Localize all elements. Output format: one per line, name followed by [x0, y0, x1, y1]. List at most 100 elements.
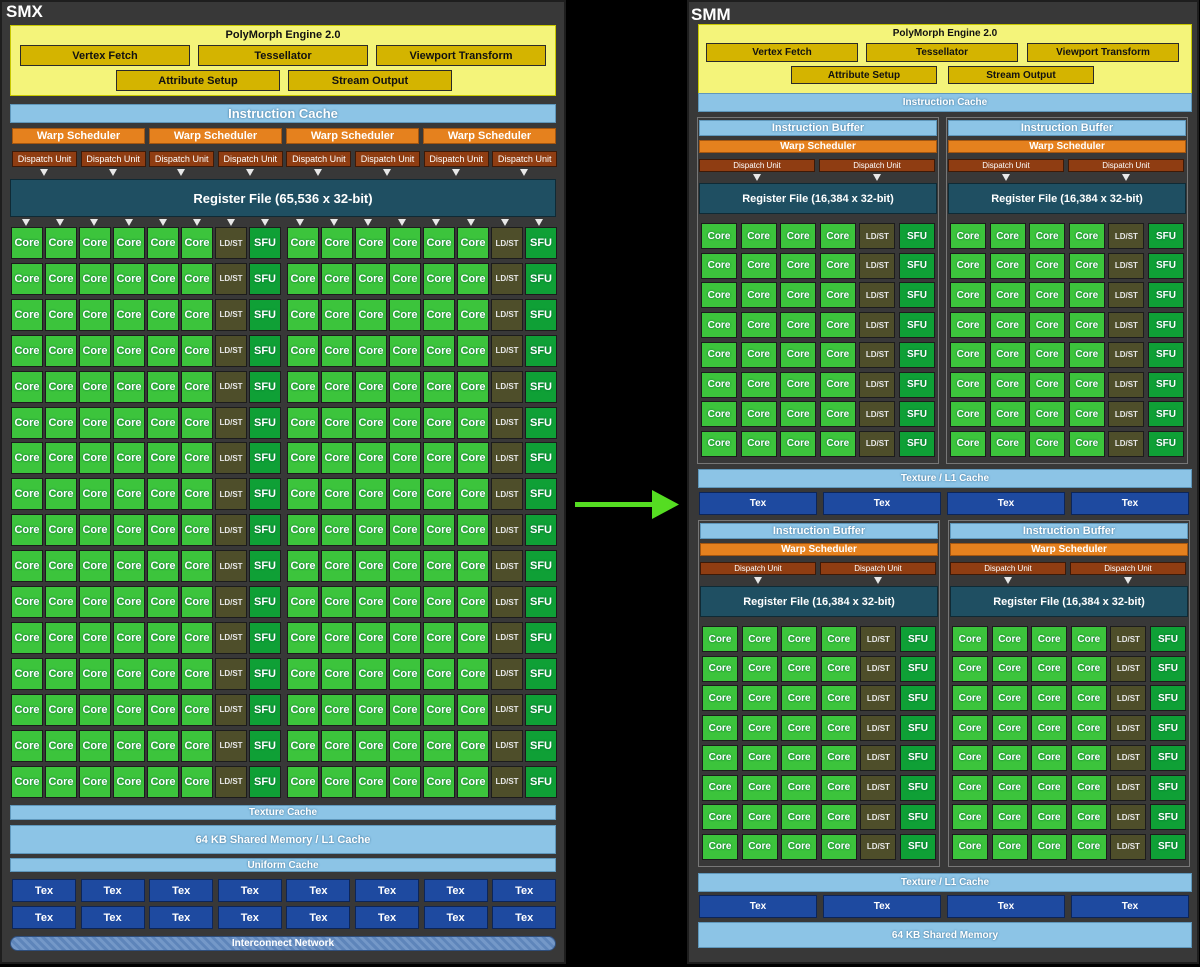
smx-core-unit: Core: [321, 765, 353, 798]
smx-regfile-arrow: [124, 219, 133, 226]
smx-core-unit: Core: [181, 514, 213, 547]
smx-core-unit: Core: [355, 550, 387, 583]
smx-sfu-unit: SFU: [249, 478, 281, 511]
smx-sfu-unit: SFU: [525, 586, 557, 618]
smm-core-unit: Core: [1029, 401, 1066, 428]
smx-dispatch-arrow: [177, 169, 186, 176]
smx-dispatch-arrow: [451, 169, 460, 176]
smx-dispatch-arrow: [108, 169, 117, 176]
smx-dispatch-unit: Dispatch Unit: [217, 151, 283, 167]
smx-core-unit: Core: [45, 586, 77, 618]
smm-core-unit: Core: [1031, 655, 1068, 682]
smx-regfile-arrow: [261, 219, 270, 226]
smm-tex-unit: Tex: [947, 492, 1065, 515]
smx-core-unit: Core: [423, 370, 455, 403]
smx-polymorph-title: PolyMorph Engine 2.0: [225, 29, 341, 41]
smm-sfu-unit: SFU: [1150, 655, 1186, 682]
smx-ldst-unit: LD/ST: [491, 693, 523, 726]
smm-core-unit: Core: [701, 282, 737, 309]
smx-core-unit: Core: [457, 442, 489, 475]
smx-core-unit: Core: [113, 765, 145, 798]
smx-ldst-unit: LD/ST: [491, 621, 523, 654]
smm-core-unit: Core: [1031, 833, 1068, 860]
smx-core-unit: Core: [457, 262, 489, 295]
smx-core-unit: Core: [181, 370, 213, 403]
smm-core-unit: Core: [1029, 252, 1066, 279]
smm-core-unit: Core: [819, 252, 856, 279]
smx-core-unit: Core: [45, 442, 77, 475]
smm-ldst-unit: LD/ST: [1110, 804, 1147, 831]
smm-core-unit: Core: [1029, 223, 1066, 249]
smx-sfu-unit: SFU: [249, 334, 281, 367]
smm-instruction-buffer: Instruction Buffer: [948, 120, 1186, 136]
smx-core-unit: Core: [79, 478, 111, 511]
smx-core-unit: Core: [45, 406, 77, 439]
smx-shared-memory: 64 KB Shared Memory / L1 Cache: [10, 825, 556, 854]
smm-dispatch-arrow: [754, 577, 762, 584]
smx-ldst-unit: LD/ST: [491, 298, 523, 331]
smx-core-unit: Core: [457, 657, 489, 690]
smx-regfile-arrow: [466, 219, 475, 226]
smx-regfile-arrow: [22, 219, 30, 226]
smx-dispatch-unit: Dispatch Unit: [149, 151, 215, 167]
smx-core-unit: Core: [355, 621, 387, 654]
smm-instruction-cache: Instruction Cache: [698, 93, 1192, 112]
smx-core-unit: Core: [11, 765, 43, 798]
smm-register-file: Register File (16,384 x 32-bit): [699, 183, 937, 214]
smx-core-unit: Core: [147, 478, 179, 511]
smx-core-unit: Core: [457, 586, 489, 618]
smx-core-unit: Core: [423, 550, 455, 583]
smm-core-unit: Core: [991, 685, 1028, 712]
smx-sfu-unit: SFU: [249, 621, 281, 654]
smm-core-unit: Core: [702, 715, 738, 742]
smm-sfu-unit: SFU: [899, 430, 935, 457]
smm-core-unit: Core: [1031, 715, 1068, 742]
smx-core-unit: Core: [45, 334, 77, 367]
smm-dispatch-unit: Dispatch Unit: [948, 159, 1064, 172]
smm-core-unit: Core: [1031, 744, 1068, 771]
smx-core-unit: Core: [147, 406, 179, 439]
smx-core-unit: Core: [45, 693, 77, 726]
smm-polymorph-viewport-transform: Viewport Transform: [1027, 43, 1179, 62]
smx-uniform-cache: Uniform Cache: [10, 858, 556, 872]
smx-core-unit: Core: [287, 657, 319, 690]
smm-core-unit: Core: [781, 774, 818, 801]
smx-sfu-unit: SFU: [249, 406, 281, 439]
smm-core-unit: Core: [741, 833, 778, 860]
smm-tex-unit: Tex: [699, 492, 817, 515]
smm-core-unit: Core: [1029, 282, 1066, 309]
smm-processing-block: [698, 520, 940, 867]
smm-core-unit: Core: [1068, 430, 1105, 457]
smm-core-unit: Core: [780, 223, 817, 249]
smm-polymorph-attribute-setup: Attribute Setup: [791, 66, 937, 84]
smm-core-unit: Core: [780, 282, 817, 309]
smm-core-unit: Core: [740, 371, 777, 398]
smx-tex-unit: Tex: [492, 879, 557, 902]
smm-core-unit: Core: [780, 252, 817, 279]
smx-core-unit: Core: [389, 586, 421, 618]
smm-core-unit: Core: [989, 282, 1026, 309]
smx-ldst-unit: LD/ST: [491, 765, 523, 798]
smx-core-unit: Core: [79, 262, 111, 295]
smm-core-unit: Core: [820, 744, 857, 771]
smm-sfu-unit: SFU: [899, 252, 935, 279]
smx-ldst-unit: LD/ST: [491, 262, 523, 295]
smx-core-unit: Core: [287, 729, 319, 762]
smx-tex-unit: Tex: [492, 906, 557, 929]
smm-core-unit: Core: [1070, 833, 1107, 860]
smm-shared-memory: 64 KB Shared Memory: [698, 922, 1192, 948]
smm-sfu-unit: SFU: [1150, 804, 1186, 831]
smx-core-unit: Core: [147, 298, 179, 331]
smm-dispatch-unit: Dispatch Unit: [950, 562, 1066, 575]
smm-ldst-unit: LD/ST: [1110, 626, 1147, 652]
smx-core-unit: Core: [389, 729, 421, 762]
smx-core-unit: Core: [147, 262, 179, 295]
smx-sfu-unit: SFU: [525, 298, 557, 331]
smm-ldst-unit: LD/ST: [1110, 833, 1147, 860]
smx-core-unit: Core: [113, 729, 145, 762]
smx-tex-unit: Tex: [12, 906, 76, 929]
smx-core-unit: Core: [113, 406, 145, 439]
smx-core-unit: Core: [45, 370, 77, 403]
smx-core-unit: Core: [147, 442, 179, 475]
smx-core-unit: Core: [147, 729, 179, 762]
